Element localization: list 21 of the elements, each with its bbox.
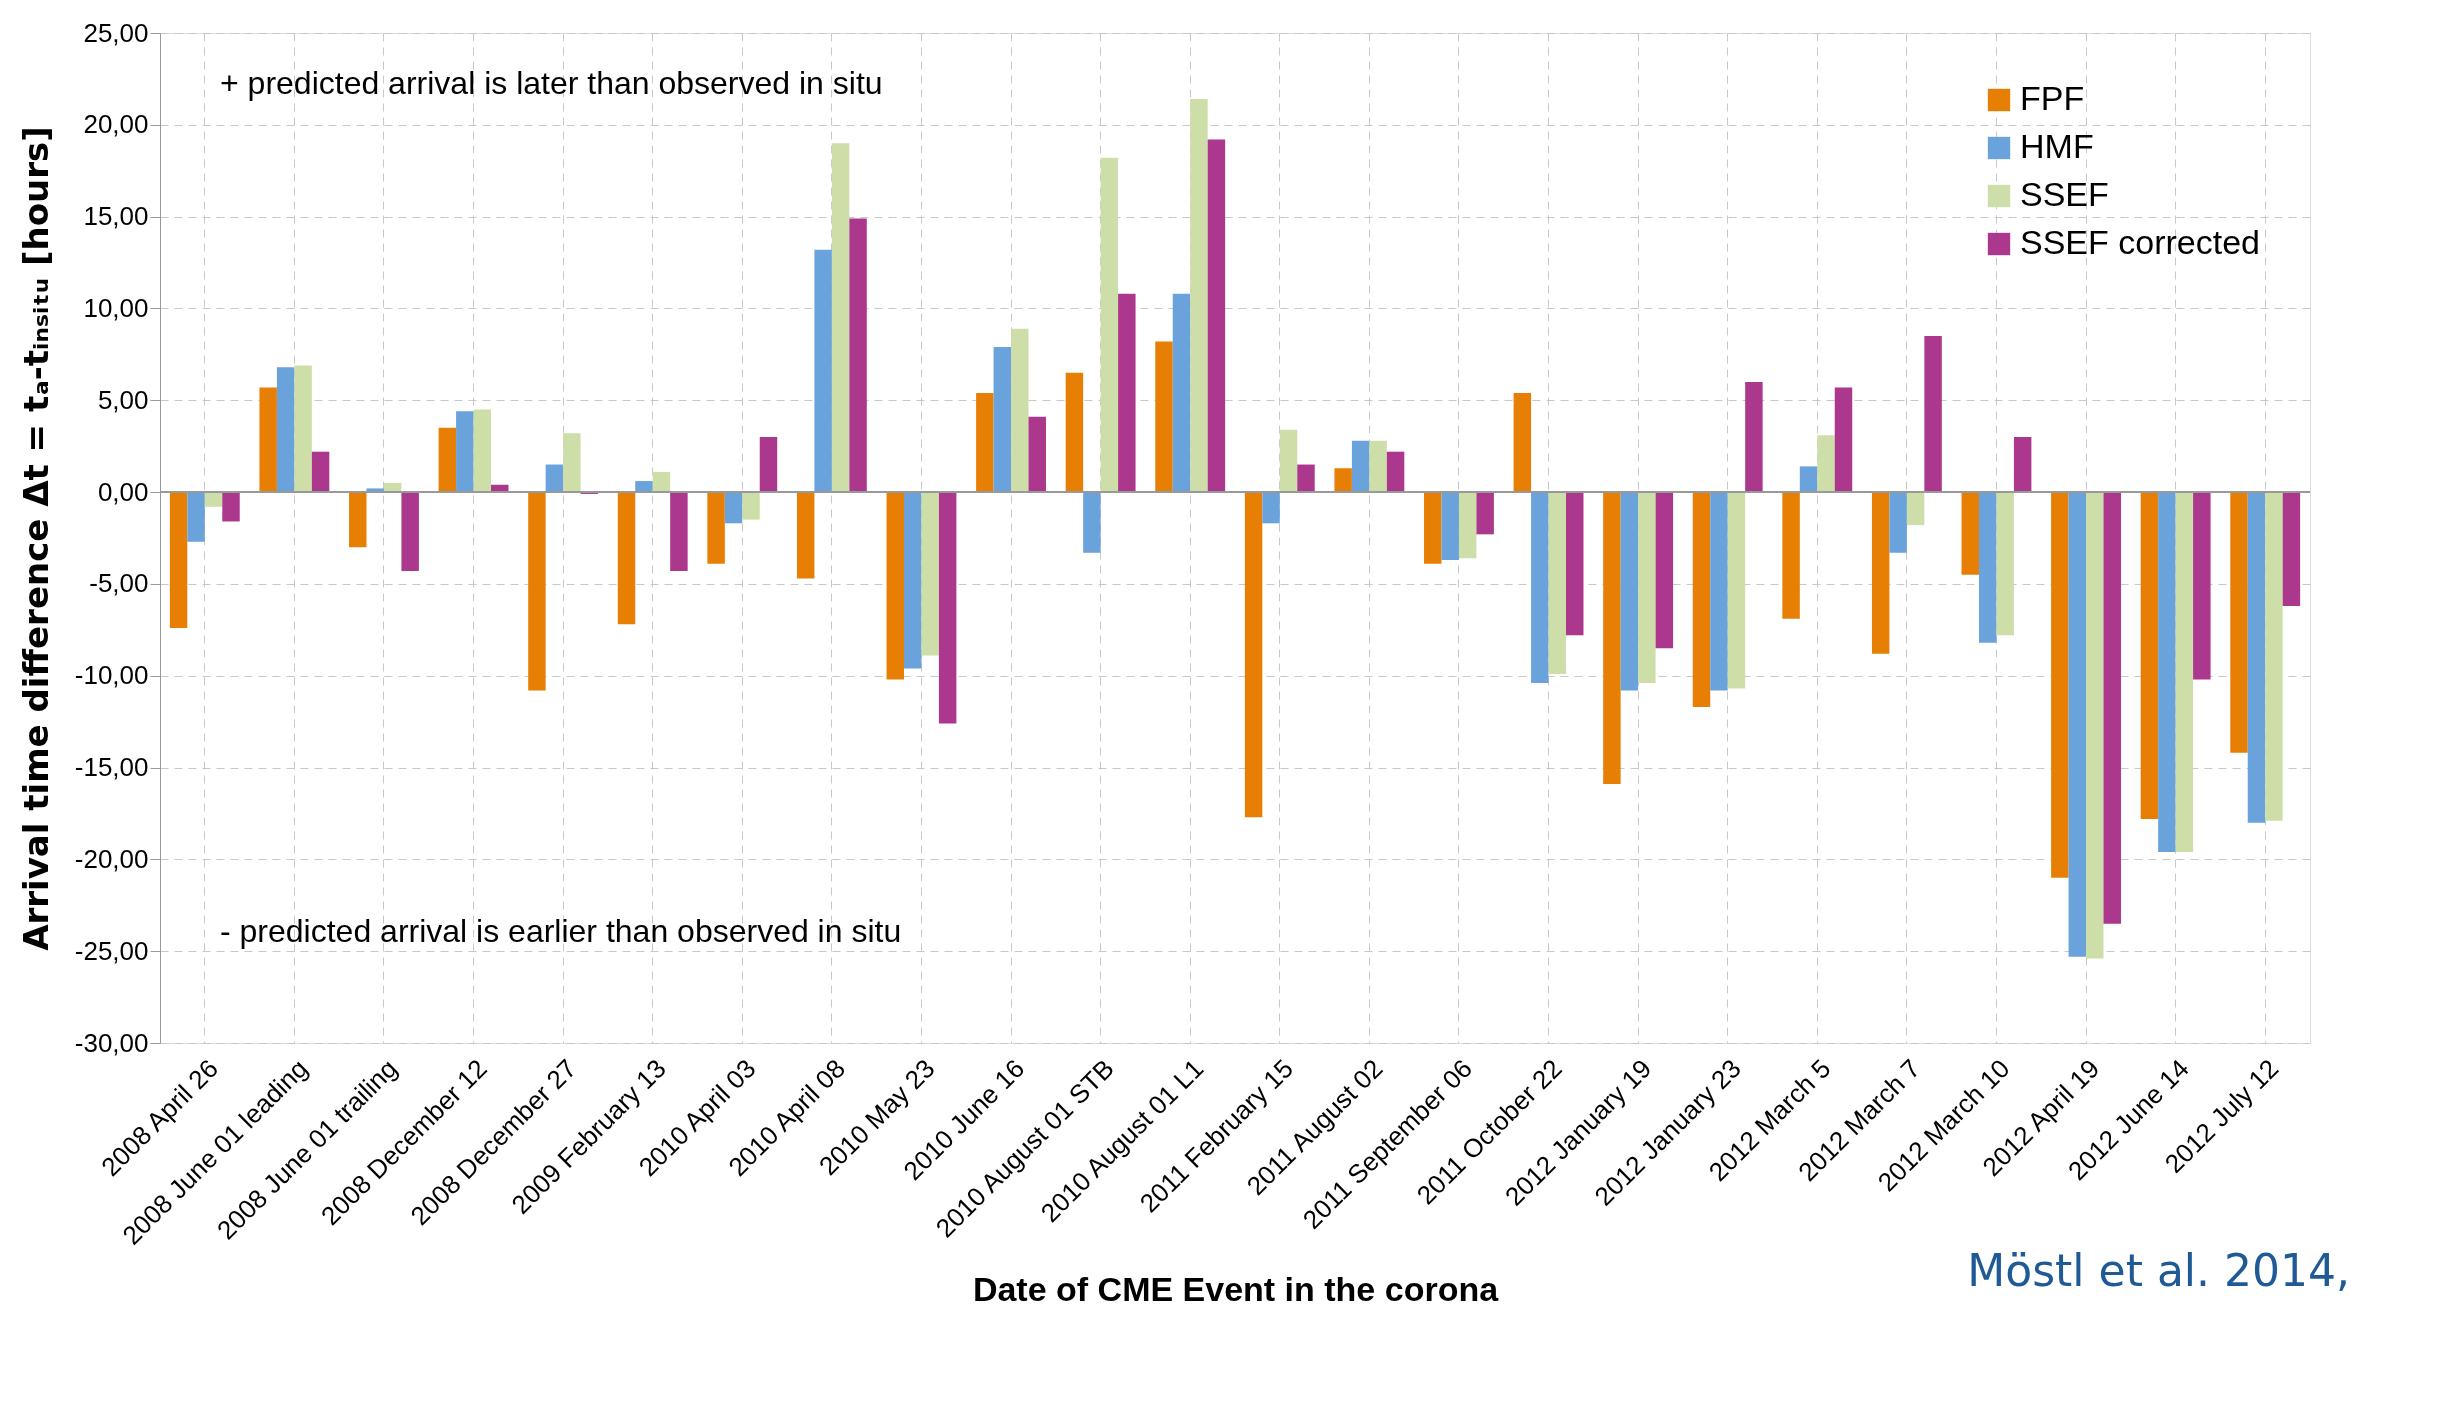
annotation: + predicted arrival is later than observed in situ <box>220 64 883 101</box>
y-tick-label: -15,00 <box>74 752 149 783</box>
annotation: - predicted arrival is earlier than observed in situ <box>220 912 902 949</box>
y-tick-label: -20,00 <box>74 843 149 874</box>
y-tick-label: -10,00 <box>74 660 149 691</box>
x-axis-title: Date of CME Event in the corona <box>972 1269 1500 1308</box>
y-tick-label: 15,00 <box>83 201 149 232</box>
y-tick-label: 10,00 <box>83 292 149 323</box>
legend-label: FPF <box>2020 79 2085 117</box>
y-tick-label: 5,00 <box>97 384 149 415</box>
text: Möstl et al. 2014, <box>1967 1245 2350 1296</box>
y-tick-label: 20,00 <box>83 109 149 140</box>
y-tick-label: -25,00 <box>74 935 149 966</box>
legend-label: SSEF corrected <box>2020 223 2260 261</box>
y-axis-title: Arrival time difference Δt = tₐ-tᵢₙₛᵢₜᵤ [hours] <box>15 126 56 951</box>
y-tick-label: 25,00 <box>83 17 149 48</box>
legend-label: HMF <box>2020 127 2094 165</box>
legend-label: SSEF <box>2020 175 2109 213</box>
y-tick-label: -30,00 <box>74 1027 149 1058</box>
y-tick-label: -5,00 <box>89 568 149 599</box>
y-tick-label: 0,00 <box>97 476 149 507</box>
